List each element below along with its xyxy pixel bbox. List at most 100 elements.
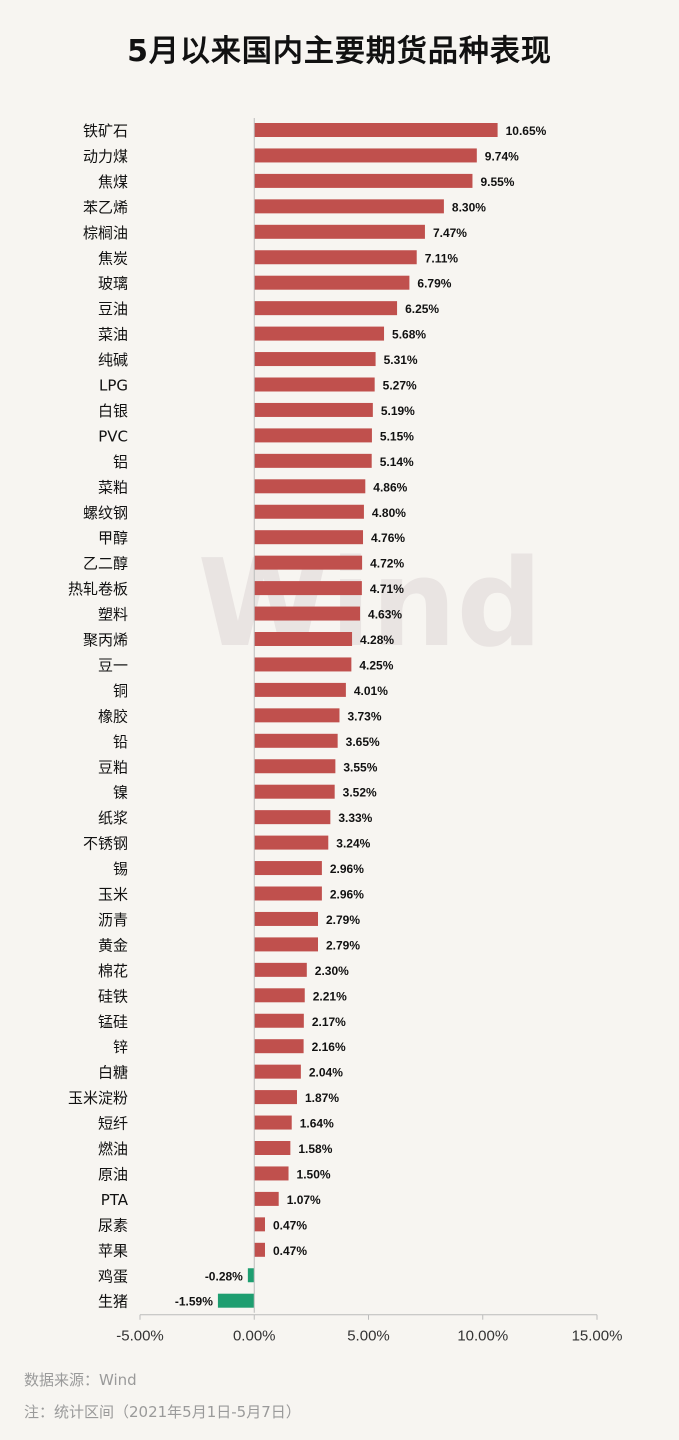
data-label: 3.52%	[343, 786, 377, 800]
data-label: 5.31%	[384, 353, 418, 367]
category-label: 玻璃	[98, 275, 128, 293]
data-label: 2.16%	[312, 1040, 346, 1054]
data-label: 7.11%	[425, 251, 459, 265]
category-label: 聚丙烯	[83, 631, 128, 649]
category-label: 沥青	[98, 911, 128, 929]
data-label: 3.73%	[347, 709, 381, 723]
category-label: 不锈钢	[83, 835, 128, 853]
category-label: PVC	[98, 427, 128, 445]
bar-positive	[254, 988, 305, 1003]
category-label: 镍	[113, 784, 128, 802]
bar-positive	[254, 377, 375, 392]
x-tick-label: 5.00%	[347, 1328, 390, 1345]
category-label: 苯乙烯	[83, 198, 128, 216]
data-label: 4.76%	[371, 531, 405, 545]
x-tick-label: 15.00%	[572, 1328, 623, 1345]
bar-positive	[254, 759, 336, 774]
data-label: 4.86%	[373, 480, 407, 494]
data-label: -1.59%	[175, 1295, 213, 1309]
bar-negative	[217, 1293, 255, 1308]
category-label: 锰硅	[98, 1013, 128, 1031]
bar-positive	[254, 1191, 279, 1206]
category-label: 塑料	[98, 606, 128, 624]
bar-chart: Wind 铁矿石 10.65%动力煤 9.74%焦煤 9.55%苯乙烯 8.30%棕榈油…	[68, 118, 623, 1345]
x-tick-label: 0.00%	[233, 1328, 276, 1345]
chart-title: 5月以来国内主要期货品种表现	[127, 34, 552, 69]
data-label: 9.74%	[485, 149, 519, 163]
data-label: 7.47%	[433, 226, 467, 240]
category-label: 铜	[113, 682, 128, 700]
bar-positive	[254, 962, 307, 977]
bar-positive	[254, 1242, 265, 1257]
bar-positive	[254, 606, 361, 621]
category-label: 生猪	[98, 1293, 128, 1311]
data-source: 数据来源：Wind	[24, 1371, 137, 1389]
category-label: 热轧卷板	[68, 580, 128, 598]
bar-positive	[254, 581, 362, 596]
data-label: 4.80%	[372, 506, 406, 520]
data-label: 3.33%	[338, 811, 372, 825]
data-label: 5.19%	[381, 404, 415, 418]
data-label: 2.04%	[309, 1066, 343, 1080]
category-label: 原油	[98, 1165, 128, 1183]
category-label: 黄金	[98, 936, 128, 954]
category-label: 硅铁	[98, 987, 128, 1005]
data-label: 4.63%	[368, 608, 402, 622]
data-label: 2.96%	[330, 888, 364, 902]
data-label: 5.68%	[392, 328, 426, 342]
bar-negative	[247, 1268, 255, 1283]
bar-positive	[254, 250, 417, 265]
category-label: 棉花	[98, 962, 128, 980]
category-label: 豆粕	[98, 758, 128, 776]
bar-positive	[254, 835, 329, 850]
category-label: 豆油	[98, 300, 128, 318]
bar-positive	[254, 937, 319, 952]
data-label: 5.27%	[383, 379, 417, 393]
bar-positive	[254, 1039, 304, 1054]
category-label: 短纤	[98, 1115, 128, 1133]
category-label: 焦煤	[98, 173, 128, 191]
bar-positive	[254, 1064, 301, 1079]
bar-positive	[254, 682, 346, 697]
data-label: 3.65%	[346, 735, 380, 749]
category-label: 橡胶	[98, 707, 128, 725]
bar-positive	[254, 1217, 265, 1232]
bar-positive	[254, 733, 338, 748]
bar-positive	[254, 708, 340, 723]
data-label: 4.72%	[370, 557, 404, 571]
bar-positive	[254, 1090, 297, 1105]
category-label: 尿素	[98, 1216, 128, 1234]
category-label: 铝	[113, 453, 128, 471]
bar-positive	[254, 504, 364, 519]
bar-positive	[254, 810, 331, 825]
bar-positive	[254, 479, 366, 494]
data-label: 2.30%	[315, 964, 349, 978]
data-label: 2.21%	[313, 989, 347, 1003]
category-label: 豆一	[98, 656, 128, 674]
data-label: 4.01%	[354, 684, 388, 698]
data-label: 8.30%	[452, 200, 486, 214]
category-label: 白糖	[98, 1064, 128, 1082]
bar-positive	[254, 1013, 304, 1028]
data-label: 3.24%	[336, 837, 370, 851]
data-label: 4.28%	[360, 633, 394, 647]
category-label: PTA	[101, 1191, 129, 1209]
category-label: 螺纹钢	[83, 504, 128, 522]
bar-positive	[254, 1115, 292, 1130]
category-label: 鸡蛋	[98, 1267, 128, 1285]
bar-positive	[254, 1166, 289, 1181]
category-label: 纸浆	[98, 809, 128, 827]
data-label: 5.14%	[380, 455, 414, 469]
bar-positive	[254, 199, 444, 214]
category-label: 锌	[113, 1038, 128, 1056]
data-label: 3.55%	[343, 760, 377, 774]
data-label: 1.64%	[300, 1117, 334, 1131]
data-label: 6.25%	[405, 302, 439, 316]
data-label: -0.28%	[205, 1269, 243, 1283]
category-label: 纯碱	[98, 351, 128, 369]
bar-positive	[254, 275, 410, 290]
data-label: 5.15%	[380, 429, 414, 443]
bar-positive	[254, 784, 335, 799]
data-label: 9.55%	[480, 175, 514, 189]
bar-positive	[254, 224, 425, 239]
